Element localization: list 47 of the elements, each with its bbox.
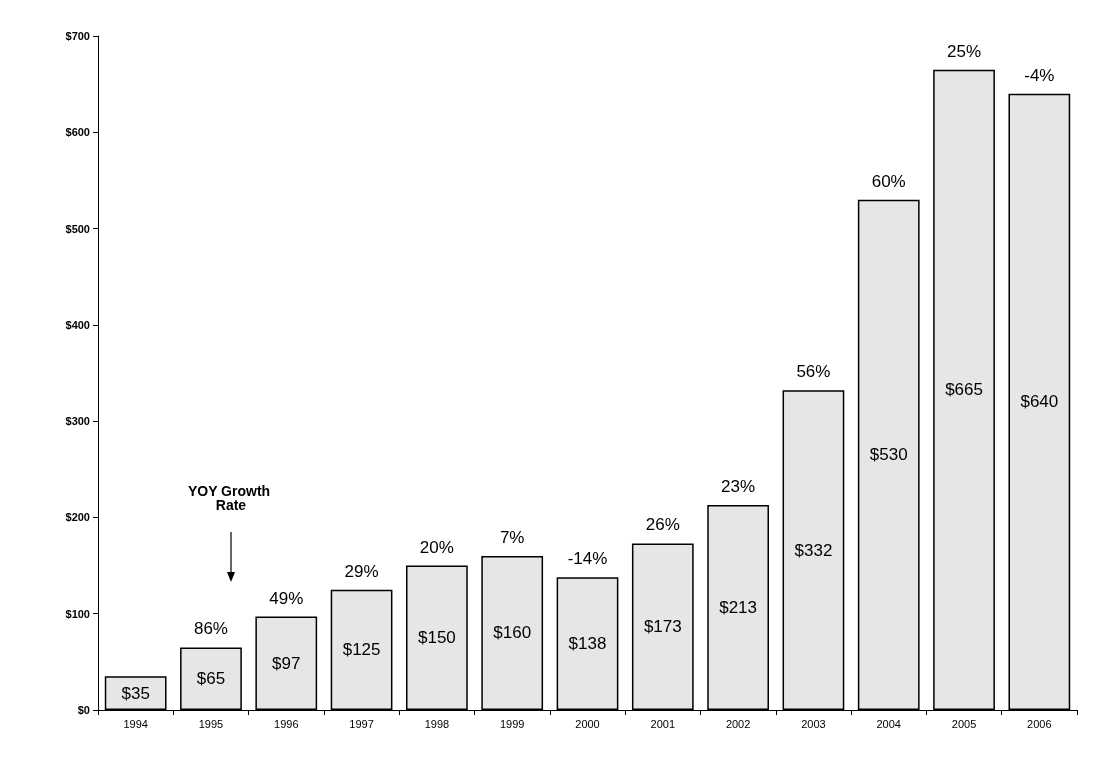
annotation: YOY Growth Rate — [187, 483, 275, 514]
data-label: $173 — [643, 617, 682, 637]
x-tick-label: 2004 — [876, 717, 901, 730]
annotation: -4% — [1024, 65, 1055, 85]
x-tick-label: 1998 — [424, 717, 450, 730]
data-label: $530 — [869, 445, 908, 465]
y-tick-label: $300 — [65, 415, 90, 428]
y-tick-label: $100 — [65, 607, 90, 620]
annotation: 29% — [344, 561, 379, 581]
data-label: $640 — [1020, 392, 1059, 412]
annotation: 60% — [871, 171, 906, 191]
annotation: 23% — [721, 476, 756, 496]
x-tick-label: 2005 — [951, 717, 977, 730]
data-label: $35 — [121, 683, 150, 703]
data-label: $65 — [196, 669, 226, 689]
x-tick-label: 2001 — [650, 717, 676, 730]
annotation: 86% — [193, 619, 228, 639]
data-label: $213 — [719, 597, 758, 617]
annotation: 56% — [796, 362, 831, 382]
annotation: 7% — [499, 527, 525, 547]
annotation: -14% — [567, 549, 608, 569]
y-tick-label: $600 — [65, 126, 90, 139]
x-tick-label: 2000 — [575, 717, 600, 730]
y-tick-label: $200 — [65, 511, 90, 524]
x-tick-label: 2006 — [1027, 717, 1052, 730]
x-tick-label: 1995 — [198, 717, 224, 730]
data-label: $138 — [568, 634, 607, 654]
x-tick-label: 1997 — [349, 717, 374, 730]
x-tick-label: 1999 — [499, 717, 525, 730]
x-tick-label: 2002 — [725, 717, 751, 730]
data-label: $97 — [272, 653, 301, 673]
annotation: 49% — [269, 588, 304, 608]
annotation: 20% — [419, 537, 454, 557]
data-label: $150 — [417, 628, 456, 648]
x-tick-label: 1994 — [123, 717, 148, 730]
data-label: $332 — [794, 540, 833, 560]
annotation: 25% — [947, 41, 982, 61]
data-label: $665 — [945, 380, 983, 400]
x-tick-label: 1996 — [274, 717, 299, 730]
data-label: $160 — [493, 623, 532, 643]
data-label: $125 — [342, 640, 381, 660]
x-tick-label: 2003 — [801, 717, 826, 730]
y-tick-label: $500 — [65, 222, 90, 235]
y-tick-label: $0 — [77, 704, 90, 716]
y-tick-label: $700 — [65, 30, 90, 42]
y-tick-label: $400 — [65, 318, 90, 331]
annotation: 26% — [645, 515, 680, 535]
